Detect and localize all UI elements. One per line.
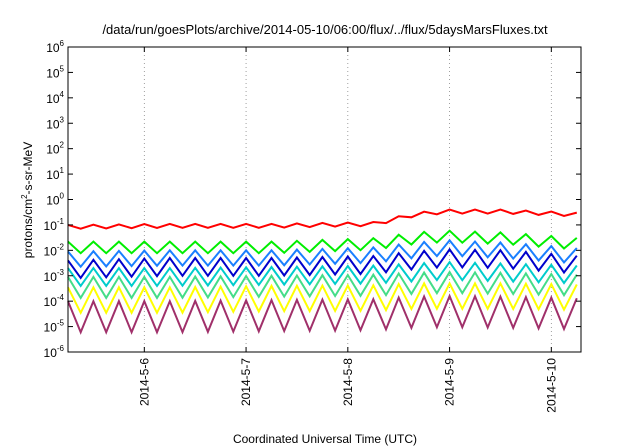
series-line-1: [67, 208, 578, 230]
grid-lines: [143, 47, 552, 352]
y-axis-label: protons/cm2-s-sr-MeV: [20, 142, 35, 258]
y-tick-label: 103: [46, 115, 64, 131]
series-line-5: [67, 260, 578, 288]
y-tick-label: 104: [46, 90, 64, 106]
series-line-8: [67, 293, 578, 335]
x-tick-label: 2014-5-8: [341, 358, 355, 406]
x-tick-label: 2014-5-9: [443, 358, 457, 406]
series-line-4: [67, 247, 578, 280]
y-tick-label: 106: [46, 39, 64, 55]
y-tick-label: 10-5: [44, 319, 65, 335]
y-tick-label: 102: [46, 141, 64, 157]
y-tick-label: 10-1: [44, 217, 65, 233]
series-line-6: [67, 270, 578, 300]
y-tick-label: 105: [46, 64, 64, 80]
series-lines: [67, 208, 578, 335]
y-tick-label: 10-3: [44, 268, 65, 284]
x-tick-label: 2014-5-7: [239, 358, 253, 406]
x-axis: 2014-5-6 2014-5-7 2014-5-8 2014-5-9 2014-5-1…: [137, 47, 558, 413]
series-line-3: [67, 238, 578, 269]
x-tick-label: 2014-5-6: [137, 358, 151, 406]
y-tick-label: 10-4: [44, 293, 65, 309]
y-tick-label: 10-6: [44, 344, 65, 360]
y-tick-label: 100: [46, 192, 64, 208]
x-tick-label: 2014-5-10: [544, 358, 558, 413]
x-axis-label: Coordinated Universal Time (UTC): [233, 432, 417, 446]
y-tick-label: 10-2: [44, 242, 65, 258]
y-tick-label: 101: [46, 166, 64, 182]
series-line-2: [67, 229, 578, 255]
chart-title: /data/run/goesPlots/archive/2014-05-10/0…: [102, 22, 548, 37]
series-line-7: [67, 281, 578, 316]
y-axis: 10-6 10-5 10-4 10-3 10-2 10-1 100 101 102 103 104 1…: [44, 39, 581, 360]
